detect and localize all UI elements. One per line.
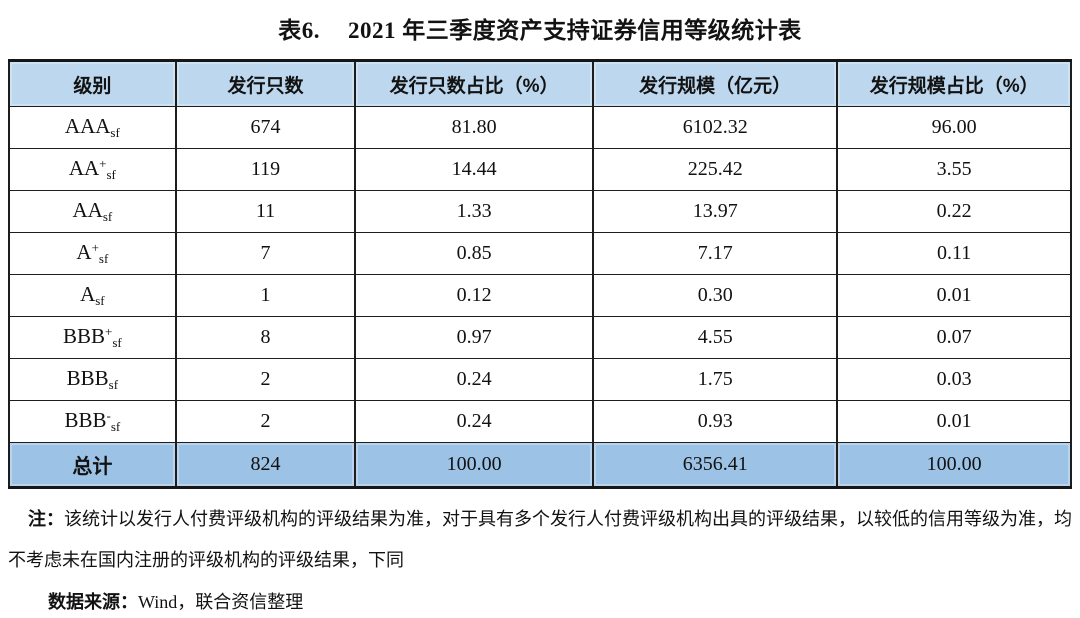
rating-cell: AAsf	[8, 190, 177, 233]
scale-pct-cell: 0.11	[836, 232, 1072, 275]
total-row: 总计 824 100.00 6356.41 100.00	[8, 442, 1072, 488]
table-row: Asf 1 0.12 0.30 0.01	[8, 274, 1072, 317]
note-paragraph: 注：该统计以发行人付费评级机构的评级结果为准，对于具有多个发行人付费评级机构出具…	[8, 499, 1072, 581]
rating-cell: AA+sf	[8, 148, 177, 191]
table-row: AA+sf 119 14.44 225.42 3.55	[8, 148, 1072, 191]
rating-cell: BBB+sf	[8, 316, 177, 359]
table-caption-number: 表6.	[278, 18, 320, 43]
scale-pct-cell: 96.00	[836, 106, 1072, 149]
header-row: 级别 发行只数 发行只数占比（%） 发行规模（亿元） 发行规模占比（%）	[8, 60, 1072, 107]
scale-cell: 7.17	[592, 232, 839, 275]
table-row: BBBsf 2 0.24 1.75 0.03	[8, 358, 1072, 401]
table-row: BBB+sf 8 0.97 4.55 0.07	[8, 316, 1072, 359]
rating-cell: A+sf	[8, 232, 177, 275]
scale-cell: 6102.32	[592, 106, 839, 149]
column-header-issue-scale: 发行规模（亿元）	[592, 60, 839, 107]
total-label-cell: 总计	[8, 442, 177, 488]
count-pct-cell: 0.24	[354, 400, 595, 443]
note-label: 注：	[28, 509, 64, 529]
table-caption: 表6. 2021 年三季度资产支持证券信用等级统计表	[0, 0, 1080, 45]
scale-pct-cell: 0.22	[836, 190, 1072, 233]
count-cell: 11	[174, 190, 357, 233]
source-label: 数据来源：	[48, 592, 138, 612]
column-header-issue-count-pct: 发行只数占比（%）	[354, 60, 595, 107]
scale-pct-cell: 0.07	[836, 316, 1072, 359]
count-pct-cell: 0.85	[354, 232, 595, 275]
total-count-cell: 824	[174, 442, 357, 488]
count-pct-cell: 0.97	[354, 316, 595, 359]
rating-cell: BBBsf	[8, 358, 177, 401]
count-cell: 7	[174, 232, 357, 275]
note-text: 该统计以发行人付费评级机构的评级结果为准，对于具有多个发行人付费评级机构出具的评…	[8, 509, 1072, 570]
column-header-issue-count: 发行只数	[174, 60, 357, 107]
count-pct-cell: 0.12	[354, 274, 595, 317]
count-pct-cell: 14.44	[354, 148, 595, 191]
scale-cell: 0.93	[592, 400, 839, 443]
count-cell: 2	[174, 358, 357, 401]
count-cell: 119	[174, 148, 357, 191]
source-text: Wind，联合资信整理	[138, 592, 304, 612]
scale-cell: 1.75	[592, 358, 839, 401]
rating-cell: AAAsf	[8, 106, 177, 149]
ratings-table: 级别 发行只数 发行只数占比（%） 发行规模（亿元） 发行规模占比（%） AAA…	[8, 59, 1072, 489]
total-scale-cell: 6356.41	[592, 442, 839, 488]
scale-pct-cell: 0.03	[836, 358, 1072, 401]
count-pct-cell: 0.24	[354, 358, 595, 401]
rating-cell: BBB-sf	[8, 400, 177, 443]
total-scale-pct-cell: 100.00	[836, 442, 1072, 488]
count-pct-cell: 1.33	[354, 190, 595, 233]
table-row: A+sf 7 0.85 7.17 0.11	[8, 232, 1072, 275]
total-count-pct-cell: 100.00	[354, 442, 595, 488]
column-header-issue-scale-pct: 发行规模占比（%）	[836, 60, 1072, 107]
table-row: AAsf 11 1.33 13.97 0.22	[8, 190, 1072, 233]
scale-pct-cell: 0.01	[836, 274, 1072, 317]
scale-cell: 225.42	[592, 148, 839, 191]
count-pct-cell: 81.80	[354, 106, 595, 149]
scale-pct-cell: 0.01	[836, 400, 1072, 443]
column-header-level: 级别	[8, 60, 177, 107]
footnotes: 注：该统计以发行人付费评级机构的评级结果为准，对于具有多个发行人付费评级机构出具…	[8, 499, 1072, 617]
scale-cell: 13.97	[592, 190, 839, 233]
scale-pct-cell: 3.55	[836, 148, 1072, 191]
table-row: BBB-sf 2 0.24 0.93 0.01	[8, 400, 1072, 443]
scale-cell: 4.55	[592, 316, 839, 359]
count-cell: 674	[174, 106, 357, 149]
table-caption-title: 2021 年三季度资产支持证券信用等级统计表	[348, 18, 802, 43]
count-cell: 2	[174, 400, 357, 443]
source-paragraph: 数据来源：Wind，联合资信整理	[8, 587, 1072, 617]
rating-cell: Asf	[8, 274, 177, 317]
count-cell: 8	[174, 316, 357, 359]
count-cell: 1	[174, 274, 357, 317]
table-row: AAAsf 674 81.80 6102.32 96.00	[8, 106, 1072, 149]
scale-cell: 0.30	[592, 274, 839, 317]
